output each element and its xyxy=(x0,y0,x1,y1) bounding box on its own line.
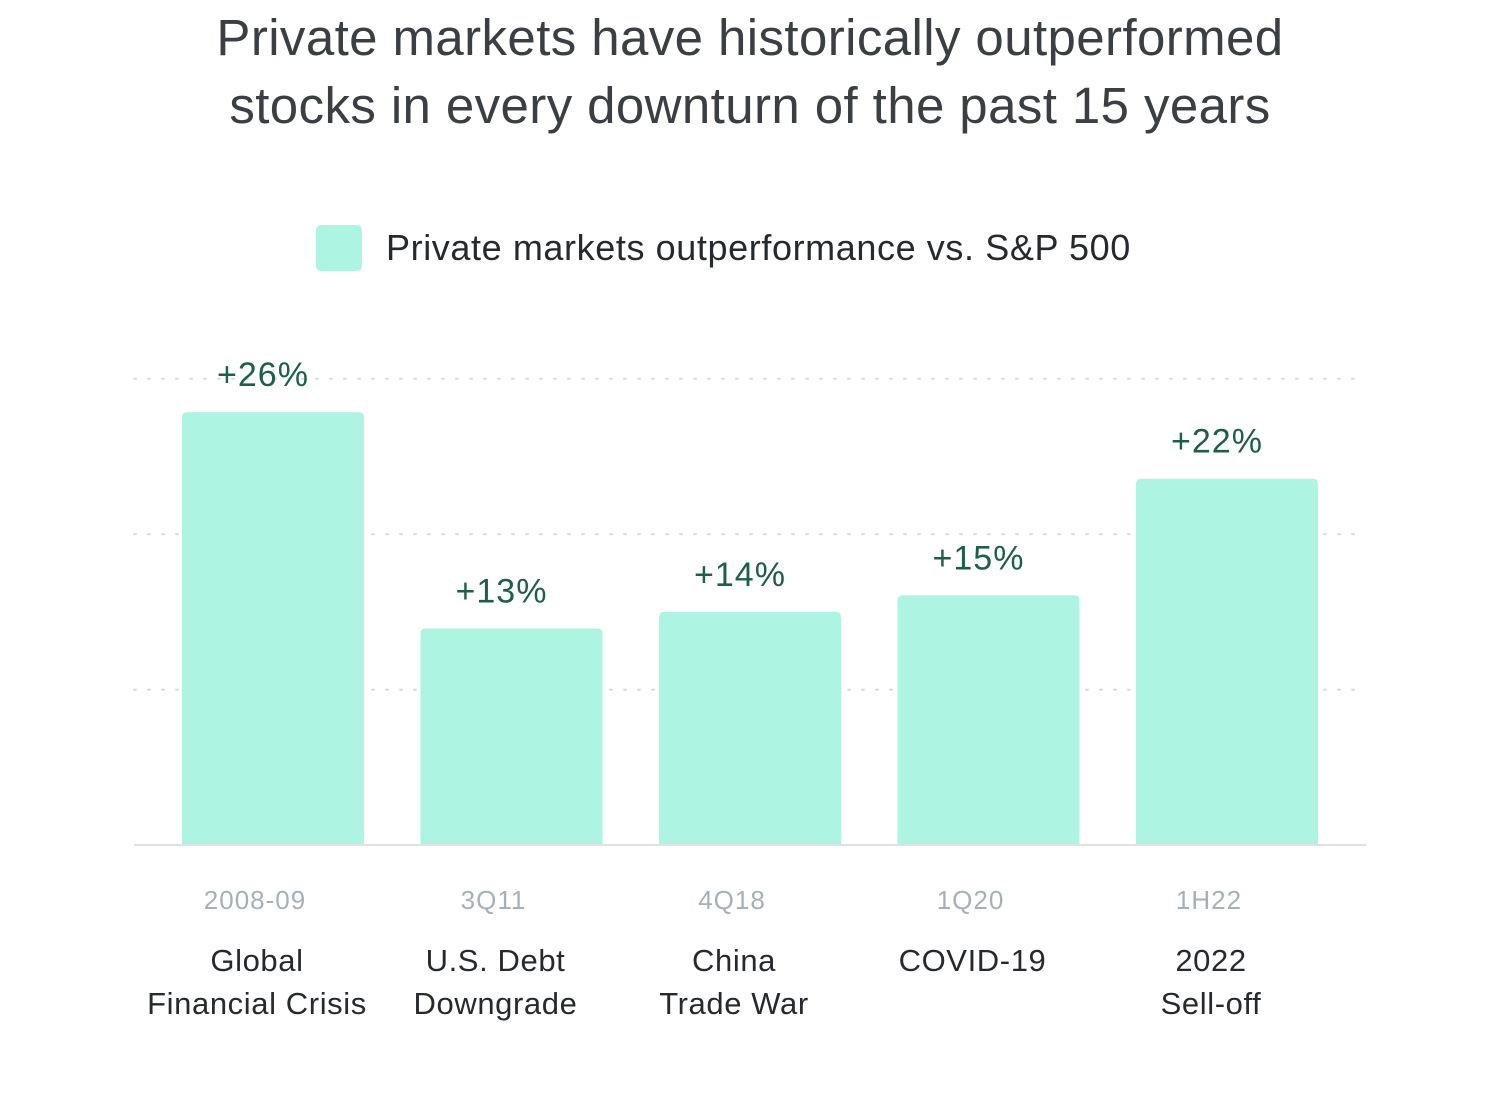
value-label-1Q20: +15% xyxy=(933,539,1025,577)
category-name-line-1: U.S. Debt xyxy=(425,943,566,978)
category-name-line-2: Financial Crisis xyxy=(147,986,367,1021)
category-name-line-2: Trade War xyxy=(659,986,809,1021)
category-name-line-2: Sell-off xyxy=(1160,986,1262,1021)
category-name-2008-09: Global Financial Crisis xyxy=(117,939,397,1025)
category-period-2008-09: 2008-09 xyxy=(203,885,307,915)
category-period-1H22: 1H22 xyxy=(1175,885,1243,915)
chart-title-line-1: Private markets have historically outper… xyxy=(216,9,1284,66)
value-label-1H22: +22% xyxy=(1171,423,1263,461)
legend-swatch xyxy=(316,225,362,271)
category-name-4Q18: China Trade War xyxy=(594,939,874,1025)
category-name-line-1: China xyxy=(692,943,776,978)
bar-3Q11 xyxy=(420,628,603,845)
category-period-1Q20: 1Q20 xyxy=(936,885,1005,915)
bar-1H22 xyxy=(1136,478,1318,845)
category-period-4Q18: 4Q18 xyxy=(698,885,766,915)
category-name-3Q11: U.S. Debt Downgrade xyxy=(356,939,636,1025)
category-name-line-1: COVID-19 xyxy=(898,943,1047,978)
bar-1Q20 xyxy=(897,595,1080,845)
chart-title: Private markets have historically outper… xyxy=(0,4,1500,140)
value-label-2008-09: +26% xyxy=(217,356,309,394)
category-name-1H22: 2022 Sell-off xyxy=(1071,939,1351,1025)
category-name-line-2: Downgrade xyxy=(413,986,578,1021)
value-label-3Q11: +13% xyxy=(456,573,548,611)
category-name-1Q20: COVID-19 xyxy=(833,939,1113,982)
legend-label: Private markets outperformance vs. S&P 5… xyxy=(386,227,1131,268)
bar-2008-09 xyxy=(182,412,364,845)
chart-title-line-2: stocks in every downturn of the past 15 … xyxy=(229,77,1271,134)
value-label-4Q18: +14% xyxy=(694,556,786,594)
category-period-3Q11: 3Q11 xyxy=(460,885,527,915)
chart-legend: Private markets outperformance vs. S&P 5… xyxy=(316,225,1131,271)
category-name-line-1: 2022 xyxy=(1175,943,1247,978)
category-name-line-1: Global xyxy=(210,943,304,978)
bar-4Q18 xyxy=(659,611,841,845)
